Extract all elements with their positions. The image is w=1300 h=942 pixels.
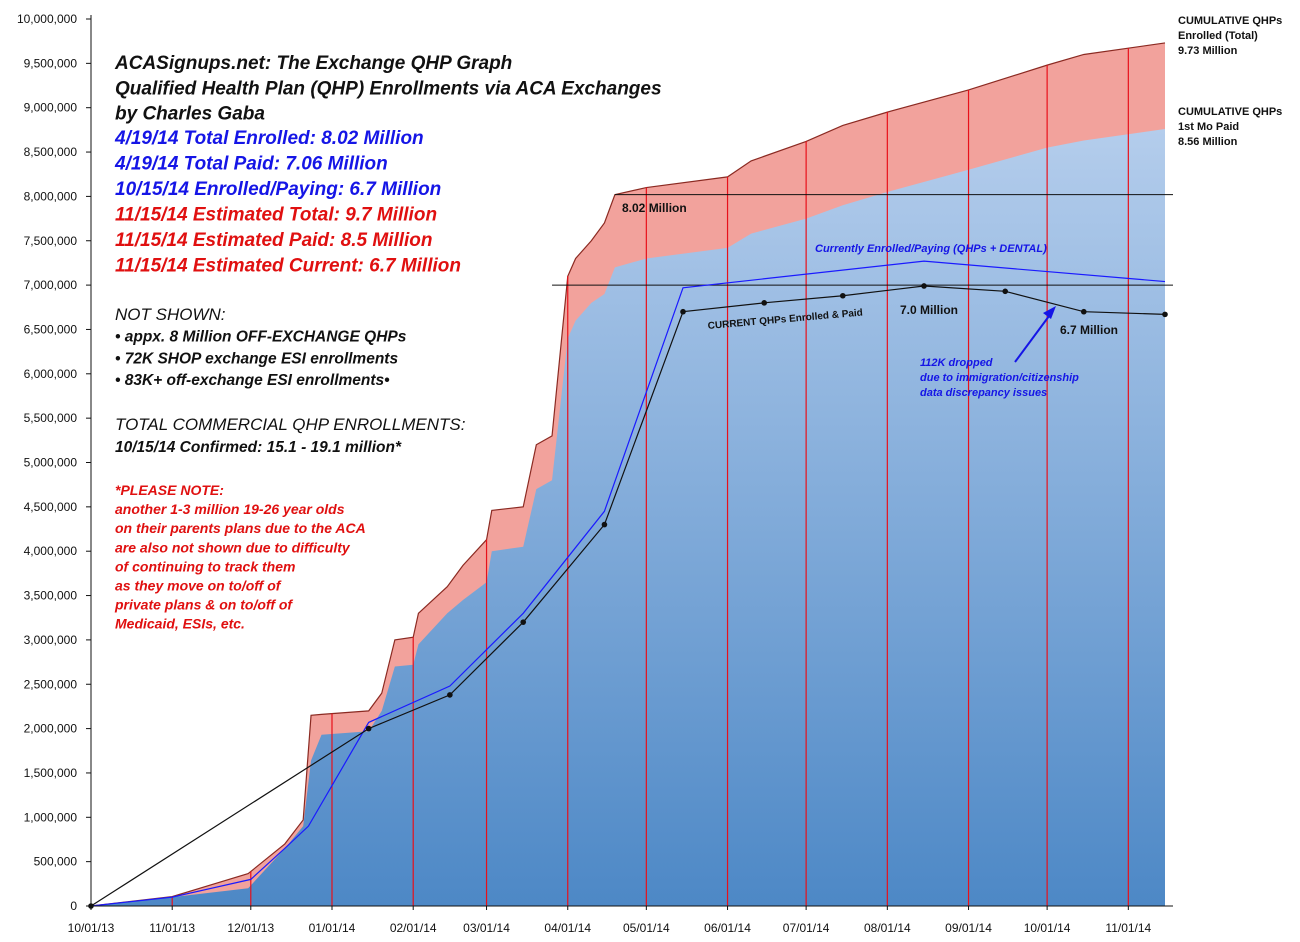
x-tick-label: 06/01/14 [704,921,751,935]
not-shown-line: • 72K SHOP exchange ESI enrollments [115,350,398,367]
x-tick-label: 10/01/13 [68,921,115,935]
point [1080,308,1087,315]
text-layer: 10/01/13 11/01/13 12/01/13 01/01/14 02/01/14… [17,12,1282,935]
point [840,292,846,299]
y-tick-label: 2,500,000 [24,677,78,691]
y-tick-label: 3,500,000 [24,589,78,603]
drop-note-line: 112K dropped [920,357,993,369]
y-tick-label: 6,000,000 [24,367,78,381]
y-tick-label: 7,500,000 [24,234,78,248]
drop-note-line: data discrepancy issues [920,387,1047,399]
point [680,308,686,315]
x-tick-label: 11/01/13 [149,921,195,935]
area [91,128,1165,906]
y-tick-label: 5,500,000 [24,411,78,425]
point [1002,288,1009,295]
y-tick-label: 5,000,000 [24,456,78,470]
status-line: 10/15/14 Enrolled/Paying: 6.7 Million [115,179,441,200]
series-label: 1st Mo Paid [1178,121,1239,133]
total-line: 10/15/14 Confirmed: 15.1 - 19.1 million* [115,439,402,456]
point [365,725,372,732]
note-line: private plans & on to/off of [114,597,293,613]
y-tick-label: 4,000,000 [24,544,78,558]
y-tick-label: 2,000,000 [24,722,78,736]
x-tick-label: 03/01/14 [463,921,510,935]
x-tick-label: 02/01/14 [390,921,437,935]
x-tick-label: 11/01/14 [1105,921,1151,935]
series-label: CUMULATIVE QHPs [1178,15,1282,27]
note-line: as they move on to/off of [115,578,282,594]
point [1162,311,1168,318]
y-tick-label: 0 [70,899,77,913]
status-line: 11/15/14 Estimated Total: 9.7 Million [115,205,437,226]
y-tick-label: 10,000,000 [17,12,77,26]
y-tick-label: 9,500,000 [24,56,78,70]
note-line: Medicaid, ESIs, etc. [115,616,245,632]
annotation: 7.0 Million [900,303,958,317]
annotation: 8.02 Million [622,201,687,215]
series-label: 9.73 Million [1178,45,1238,57]
point [761,300,768,306]
series-label: Currently Enrolled/Paying (QHPs + DENTAL… [815,243,1047,255]
y-tick-label: 6,500,000 [24,322,78,336]
not-shown-line: • appx. 8 Million OFF-EXCHANGE QHPs [115,329,407,346]
y-tick-label: 8,500,000 [24,145,78,159]
x-tick-label: 05/01/14 [623,921,670,935]
line [90,260,1166,907]
note-line: of continuing to track them [115,558,295,574]
status-line: 4/19/14 Total Paid: 7.06 Million [114,154,388,175]
arrow [1014,311,1053,363]
point [921,283,927,289]
x-tick-label: 01/01/14 [309,921,356,935]
point [447,692,453,698]
note-line: are also not shown due to difficulty [115,539,351,555]
header-line: Qualified Health Plan (QHP) Enrollments … [115,78,662,99]
y-tick-label: 3,000,000 [24,633,78,647]
drop-note-line: due to immigration/citizenship [920,372,1079,384]
series-label: CUMULATIVE QHPs [1178,106,1282,118]
point [601,521,608,528]
arrow-head [1043,306,1056,319]
y-tick-label: 9,000,000 [24,101,78,115]
y-tick-label: 500,000 [34,855,78,869]
status-line: 11/15/14 Estimated Paid: 8.5 Million [115,230,433,251]
not-shown-line: • 83K+ off-exchange ESI enrollments• [115,372,390,389]
note-line: another 1-3 million 19-26 year olds [115,501,345,517]
header-line: ACASignups.net: The Exchange QHP Graph [114,53,512,74]
x-tick-label: 12/01/13 [227,921,274,935]
note-line: *PLEASE NOTE: [115,482,224,498]
area-edge [90,42,1166,907]
y-tick-label: 1,500,000 [24,766,78,780]
note-line: on their parents plans due to the ACA [115,520,366,536]
plot-area [86,15,1173,910]
x-tick-label: 07/01/14 [783,921,830,935]
annotation: 6.7 Million [1060,323,1118,337]
status-line: 11/15/14 Estimated Current: 6.7 Million [115,256,461,277]
series-label: Enrolled (Total) [1178,30,1258,42]
point [520,619,527,625]
header-line: by Charles Gaba [115,104,265,125]
total-heading: TOTAL COMMERCIAL QHP ENROLLMENTS: [115,415,466,434]
not-shown-line: NOT SHOWN: [115,305,226,324]
status-line: 4/19/14 Total Enrolled: 8.02 Million [114,128,424,149]
y-tick-label: 1,000,000 [24,810,78,824]
y-tick-label: 4,500,000 [24,500,78,514]
y-tick-label: 7,000,000 [24,278,78,292]
series-label: 8.56 Million [1178,136,1238,148]
y-tick-label: 8,000,000 [24,189,78,203]
line [90,285,1166,907]
x-tick-label: 10/01/14 [1024,921,1071,935]
x-tick-label: 04/01/14 [544,921,591,935]
x-tick-label: 09/01/14 [945,921,992,935]
x-tick-label: 08/01/14 [864,921,911,935]
